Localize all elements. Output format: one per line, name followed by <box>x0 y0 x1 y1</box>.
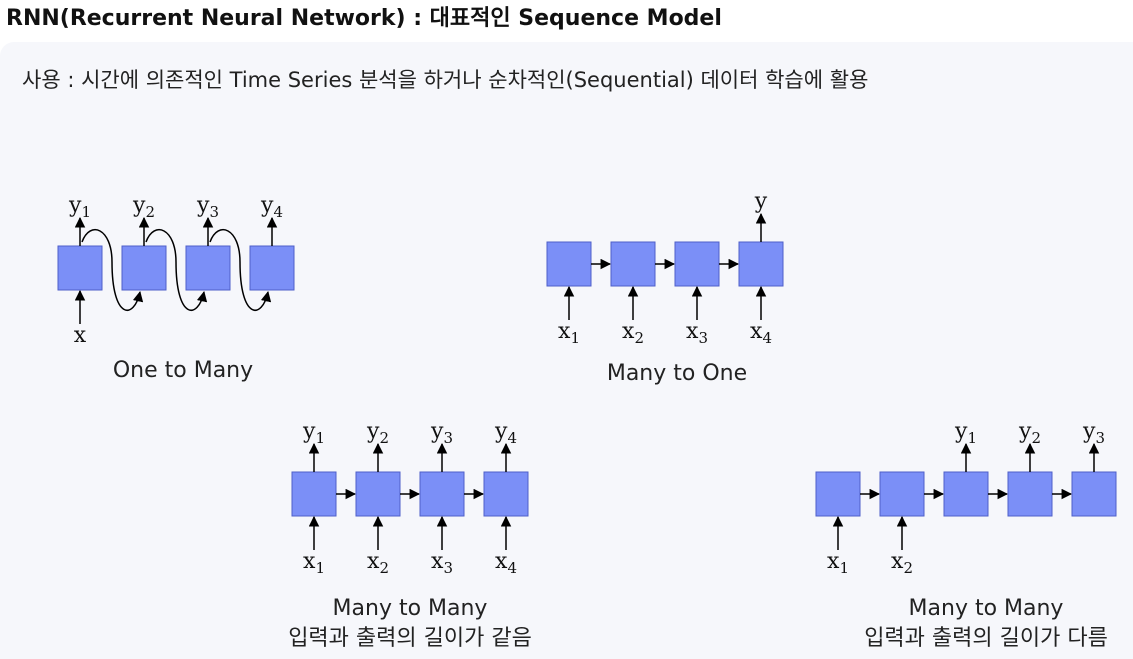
diagram-caption-detail: 입력과 출력의 길이가 다름 <box>864 626 1108 651</box>
input-label-subscript: 4 <box>507 559 517 577</box>
output-label: y2 <box>1018 419 1041 447</box>
input-label-subscript: 2 <box>903 559 913 577</box>
feedback-loop <box>145 229 208 311</box>
input-label: x2 <box>367 549 389 577</box>
output-label-subscript: 1 <box>81 203 91 221</box>
slide-card <box>0 42 1133 659</box>
input-label-subscript: 2 <box>379 559 389 577</box>
input-label: x2 <box>891 549 913 577</box>
diagram-one-to-many: x y1 y2 y3 y4 One to Many <box>57 193 295 383</box>
diagram-caption-detail: 입력과 출력의 길이가 같음 <box>288 626 532 651</box>
rnn-cell <box>738 241 784 287</box>
output-label: y <box>754 189 768 214</box>
output-label-subscript: 1 <box>967 429 977 447</box>
input-label-subscript: 4 <box>762 329 772 347</box>
output-label-subscript: 3 <box>209 203 219 221</box>
rnn-cell <box>355 471 401 517</box>
rnn-cell <box>610 241 656 287</box>
diagram-caption: Many to One <box>607 361 747 386</box>
input-label-subscript: 3 <box>443 559 453 577</box>
output-label-subscript: 3 <box>443 429 453 447</box>
output-label-subscript: 2 <box>1031 429 1041 447</box>
input-label: x1 <box>303 549 325 577</box>
usage-description: 사용 : 시간에 의존적인 Time Series 분석을 하거나 순차적인(S… <box>22 68 869 92</box>
input-label-subscript: 1 <box>570 329 580 347</box>
rnn-cell <box>419 471 465 517</box>
output-label: y3 <box>1082 419 1105 447</box>
input-label-subscript: 2 <box>634 329 644 347</box>
input-label: x3 <box>686 319 708 347</box>
output-label-subscript: 4 <box>507 429 517 447</box>
diagram-many-to-one: x1 x2 x3 x4 y Many to One <box>546 189 784 386</box>
rnn-cell <box>1007 471 1053 517</box>
feedback-loop <box>209 229 272 311</box>
rnn-cell <box>1071 471 1117 517</box>
input-label: x3 <box>431 549 453 577</box>
rnn-cell <box>879 471 925 517</box>
input-label-subscript: 3 <box>698 329 708 347</box>
output-label: y2 <box>132 193 155 221</box>
output-label-subscript: 4 <box>273 203 283 221</box>
output-label-subscript: 3 <box>1095 429 1105 447</box>
output-label: y3 <box>430 419 453 447</box>
rnn-cell <box>546 241 592 287</box>
rnn-cell <box>483 471 529 517</box>
output-label: y1 <box>302 419 325 447</box>
input-label: x4 <box>750 319 772 347</box>
input-label-subscript: 1 <box>839 559 849 577</box>
input-label: x <box>74 323 87 348</box>
rnn-cell <box>943 471 989 517</box>
input-label: x4 <box>495 549 517 577</box>
rnn-cell <box>121 245 167 291</box>
output-label: y3 <box>196 193 219 221</box>
rnn-cell <box>185 245 231 291</box>
input-label-subscript: 1 <box>315 559 325 577</box>
output-label: y4 <box>494 419 517 447</box>
rnn-cell <box>249 245 295 291</box>
diagram-many-to-many-equal: x1 x2 x3 x4 y1 y2 y3 y4 Many to Many 입력과 출력의 길이가 … <box>288 419 532 651</box>
output-label: y1 <box>954 419 977 447</box>
output-label: y4 <box>260 193 283 221</box>
input-label: x2 <box>622 319 644 347</box>
output-label: y1 <box>68 193 91 221</box>
rnn-cell <box>291 471 337 517</box>
feedback-loop <box>81 229 144 311</box>
diagram-many-to-many-different: x1 x2 y1 y2 y3 Many to Many 입력과 출력의 길이가 다름 <box>815 419 1117 651</box>
diagram-caption: One to Many <box>113 358 253 383</box>
output-label-subscript: 1 <box>315 429 325 447</box>
rnn-cell <box>674 241 720 287</box>
page-title: RNN(Recurrent Neural Network) : 대표적인 Seq… <box>6 6 722 31</box>
diagram-caption: Many to Many <box>333 596 488 621</box>
rnn-cell <box>815 471 861 517</box>
input-label: x1 <box>558 319 580 347</box>
output-label-subscript: 2 <box>145 203 155 221</box>
diagram-caption: Many to Many <box>909 596 1064 621</box>
output-label-subscript: 2 <box>379 429 389 447</box>
rnn-cell <box>57 245 103 291</box>
output-label: y2 <box>366 419 389 447</box>
input-label: x1 <box>827 549 849 577</box>
